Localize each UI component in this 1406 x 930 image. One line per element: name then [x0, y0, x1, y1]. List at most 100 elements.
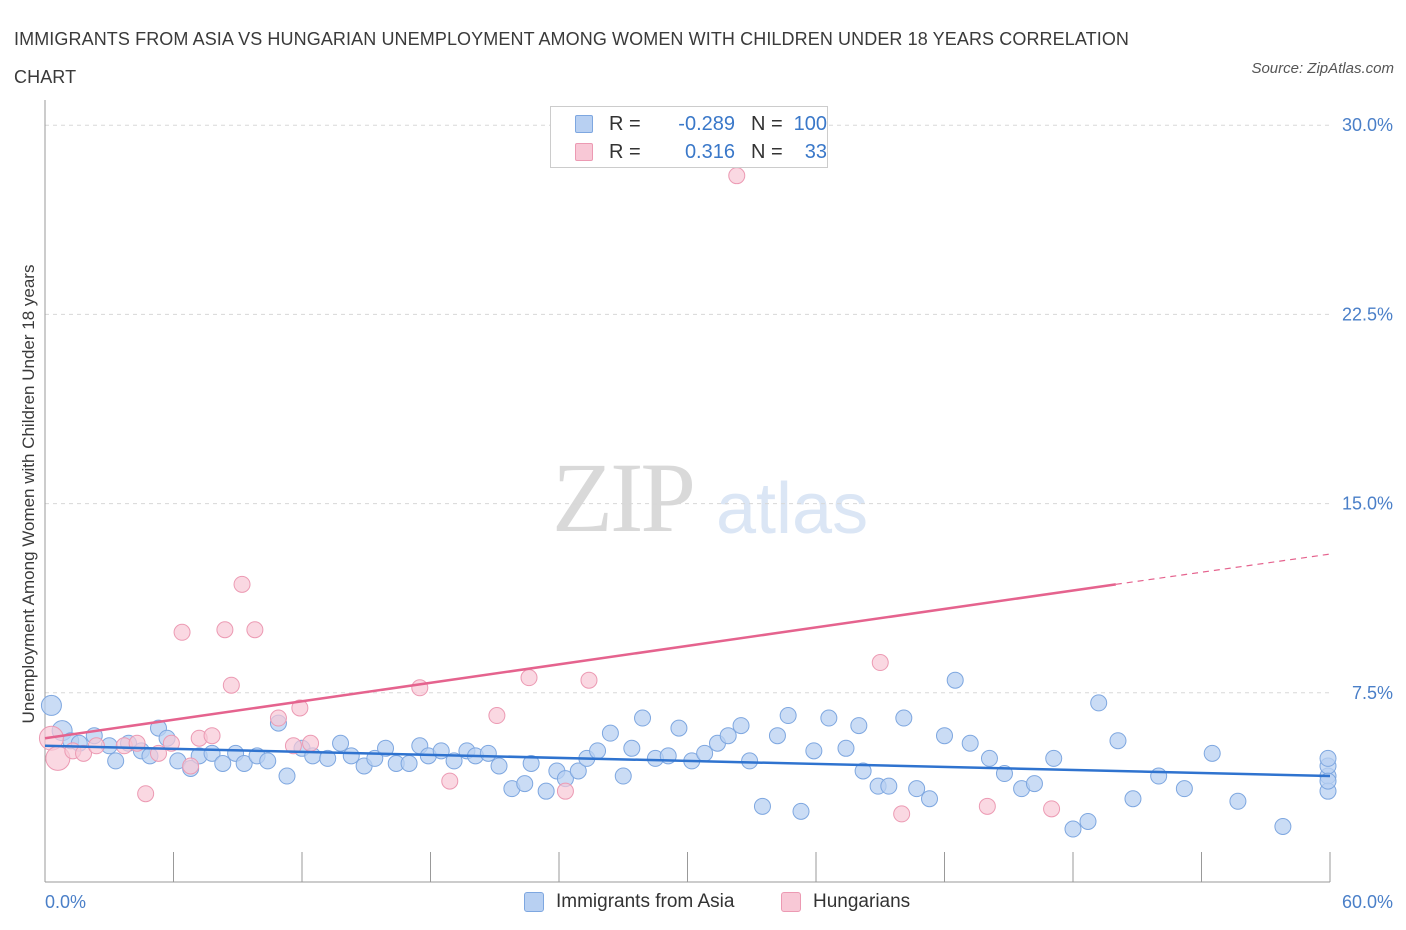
data-point-hungarians: [728, 167, 746, 185]
data-point-asia: [445, 752, 463, 770]
data-point-hungarians: [137, 785, 155, 803]
data-point-asia: [741, 752, 759, 770]
data-point-asia: [569, 762, 587, 780]
trend-line-asia: [44, 744, 1331, 778]
data-point-asia: [537, 782, 555, 800]
data-point-asia: [895, 709, 913, 727]
data-point-asia: [522, 754, 540, 772]
data-point-hungarians: [284, 737, 302, 755]
legend-n-label: N =: [751, 113, 783, 135]
data-point-asia: [1150, 767, 1168, 785]
data-point-asia: [1229, 792, 1247, 810]
x-tick-label: 0.0%: [45, 892, 86, 912]
bottom-legend-swatch-hungarians: [781, 892, 801, 912]
data-point-hungarians: [216, 621, 234, 639]
data-point-hungarians: [441, 772, 459, 790]
y-tick-labels: 7.5% 15.0% 22.5% 30.0%: [1342, 115, 1393, 703]
legend-r-label: R =: [609, 113, 641, 135]
data-point-asia: [792, 802, 810, 820]
data-point-asia: [342, 747, 360, 765]
data-point-asia: [980, 749, 998, 767]
data-point-asia: [516, 775, 534, 793]
data-point-asia: [732, 717, 750, 735]
data-point-asia: [623, 739, 641, 757]
data-point-asia: [278, 767, 296, 785]
data-point-asia: [908, 780, 926, 798]
series-hungarians: [38, 167, 1061, 823]
legend-n-value-asia: 100: [793, 113, 827, 135]
data-point-hungarians: [893, 805, 911, 823]
data-point-asia: [614, 767, 632, 785]
x-tick-labels: 0.0% 60.0%: [45, 892, 1393, 912]
data-point-hungarians: [269, 709, 287, 727]
legend-n-label: N =: [751, 141, 783, 163]
data-point-asia: [805, 742, 823, 760]
data-point-asia: [837, 739, 855, 757]
data-point-asia: [1175, 780, 1193, 798]
x-tick-label: 60.0%: [1342, 892, 1393, 912]
data-point-asia: [753, 797, 771, 815]
series-immigrants-from-asia: [40, 671, 1337, 838]
data-point-asia: [601, 724, 619, 742]
bottom-legend-label-hungarians: Hungarians: [813, 891, 911, 912]
gridlines: [45, 124, 1330, 694]
legend-swatch-hungarians: [575, 143, 593, 161]
data-point-hungarians: [871, 654, 889, 672]
data-point-hungarians: [556, 782, 574, 800]
data-point-hungarians: [1043, 800, 1061, 818]
data-point-hungarians: [978, 797, 996, 815]
data-point-asia: [696, 744, 714, 762]
data-point-asia: [107, 752, 125, 770]
legend-r-value-hungarians: 0.316: [684, 141, 735, 163]
data-point-hungarians: [580, 671, 598, 689]
data-point-asia: [961, 734, 979, 752]
data-point-asia: [719, 727, 737, 745]
data-point-asia: [1109, 732, 1127, 750]
data-point-asia: [377, 739, 395, 757]
data-point-hungarians: [291, 699, 309, 717]
data-point-asia: [670, 719, 688, 737]
data-point-asia: [589, 742, 607, 760]
y-tick-label: 15.0%: [1342, 494, 1393, 514]
data-point-asia: [768, 727, 786, 745]
watermark-zip: ZIP: [552, 442, 696, 553]
data-point-hungarians: [233, 575, 251, 593]
legend-n-value-hungarians: 33: [804, 141, 827, 163]
data-point-asia: [1079, 812, 1097, 830]
chart-title: IMMIGRANTS FROM ASIA VS HUNGARIAN UNEMPL…: [14, 29, 1130, 87]
trend-line-hungarians-extension: [1115, 553, 1331, 585]
legend-r-label: R =: [609, 141, 641, 163]
y-tick-label: 22.5%: [1342, 304, 1393, 324]
data-point-asia: [332, 734, 350, 752]
data-point-hungarians: [173, 623, 191, 641]
trend-line-hungarians: [44, 583, 1117, 740]
watermark-atlas: atlas: [716, 469, 869, 549]
data-point-asia: [880, 777, 898, 795]
data-point-hungarians: [302, 734, 320, 752]
data-point-asia: [214, 754, 232, 772]
legend-swatch-asia: [575, 115, 593, 133]
data-point-asia: [850, 717, 868, 735]
data-point-asia: [634, 709, 652, 727]
bottom-legend-swatch-asia: [524, 892, 544, 912]
data-point-asia: [1124, 790, 1142, 808]
chart-source: Source: ZipAtlas.com: [1251, 60, 1394, 77]
data-point-asia: [820, 709, 838, 727]
data-point-hungarians: [411, 679, 429, 697]
data-point-asia: [921, 790, 939, 808]
data-point-asia: [1025, 775, 1043, 793]
data-point-asia: [1090, 694, 1108, 712]
trend-lines: [44, 553, 1331, 778]
data-point-hungarians: [520, 669, 538, 687]
bottom-legend-label-asia: Immigrants from Asia: [556, 891, 735, 912]
data-point-asia: [1045, 749, 1063, 767]
legend-r-value-asia: -0.289: [678, 113, 735, 135]
data-point-hungarians: [182, 757, 200, 775]
data-point-hungarians: [222, 676, 240, 694]
y-tick-label: 7.5%: [1352, 683, 1393, 703]
x-ticks: [44, 852, 1331, 882]
data-point-asia: [946, 671, 964, 689]
data-point-asia: [1319, 749, 1337, 767]
data-point-asia: [235, 754, 253, 772]
